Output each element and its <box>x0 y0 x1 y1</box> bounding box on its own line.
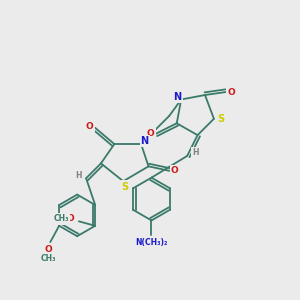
Text: O: O <box>45 245 52 254</box>
Text: H: H <box>75 171 82 180</box>
Text: O: O <box>227 88 235 97</box>
Text: N: N <box>141 136 149 146</box>
Text: CH₃: CH₃ <box>53 214 69 224</box>
Text: S: S <box>217 114 224 124</box>
Text: S: S <box>121 182 128 192</box>
Text: O: O <box>66 214 74 224</box>
Text: H: H <box>192 148 199 158</box>
Text: O: O <box>86 122 94 131</box>
Text: O: O <box>147 129 154 138</box>
Text: N(CH₃)₂: N(CH₃)₂ <box>135 238 168 247</box>
Text: CH₃: CH₃ <box>41 254 56 263</box>
Text: O: O <box>171 166 178 175</box>
Text: N: N <box>174 92 182 101</box>
